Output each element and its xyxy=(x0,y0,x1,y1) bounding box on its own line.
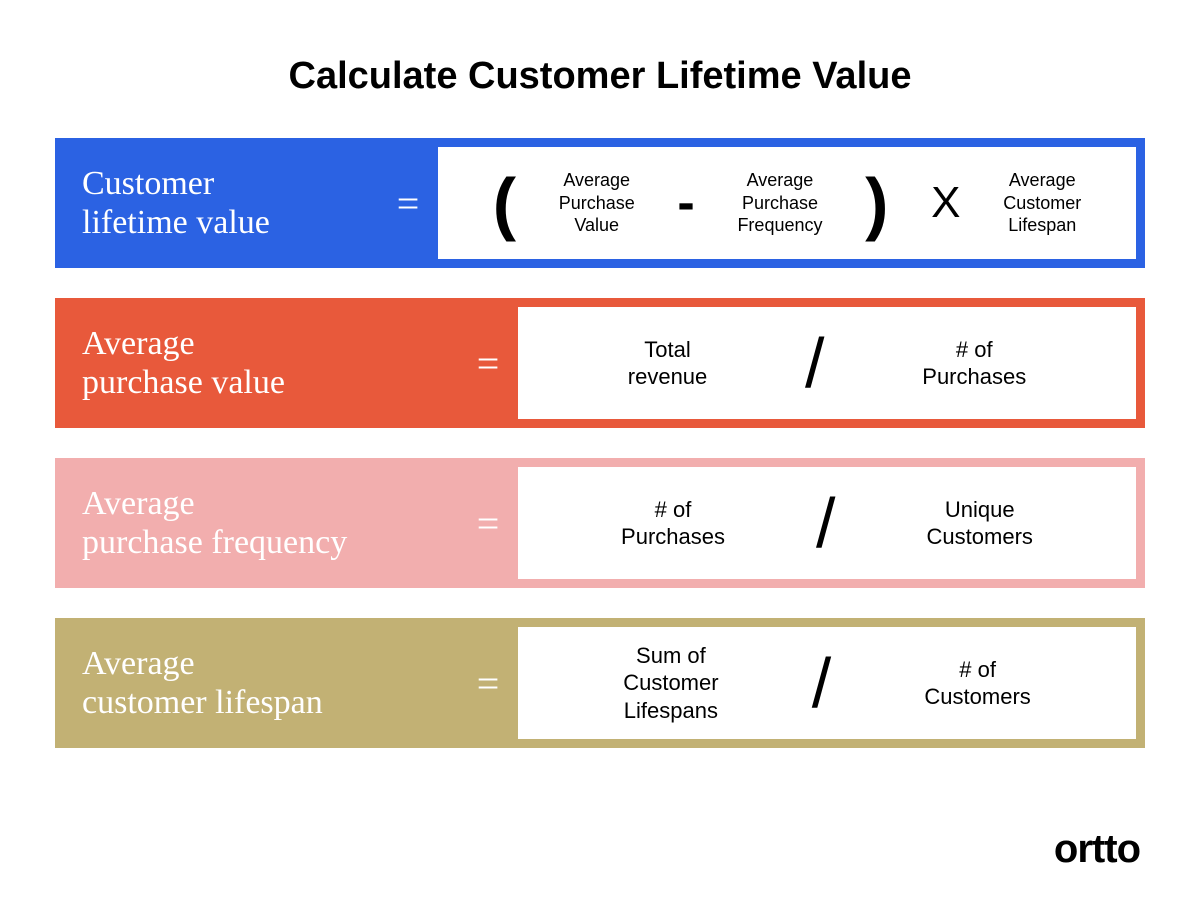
formula-term: # of Purchases xyxy=(922,336,1026,391)
formula-body: Total revenue / # of Purchases xyxy=(518,307,1136,419)
formula-term: Sum of Customer Lifespans xyxy=(623,642,718,725)
formula-term: Unique Customers xyxy=(927,496,1033,551)
formula-row-clv: Customer lifetime value= ( Average Purchas… xyxy=(55,138,1145,268)
operator: X xyxy=(931,181,960,225)
formula-term: Average Purchase Value xyxy=(559,169,635,237)
equals-sign: = xyxy=(378,141,438,265)
equals-sign: = xyxy=(458,461,518,585)
formula-body: ( Average Purchase Value-Average Purchase… xyxy=(438,147,1136,259)
paren: ) xyxy=(865,168,888,238)
operator: / xyxy=(816,488,835,558)
formula-row-acl: Average customer lifespan=Sum of Custome… xyxy=(55,618,1145,748)
paren: ( xyxy=(493,168,516,238)
equals-sign: = xyxy=(458,301,518,425)
formula-term: Average Purchase Frequency xyxy=(737,169,822,237)
formula-term: # of Purchases xyxy=(621,496,725,551)
formula-term: Average Customer Lifespan xyxy=(1003,169,1081,237)
formula-label: Average customer lifespan xyxy=(58,621,458,745)
formula-row-apf: Average purchase frequency=# of Purchase… xyxy=(55,458,1145,588)
operator: / xyxy=(812,648,831,718)
formula-list: Customer lifetime value=(Average Purchas… xyxy=(55,138,1145,748)
brand-logo: ortto xyxy=(1054,827,1140,872)
formula-term: # of Customers xyxy=(924,656,1030,711)
equals-sign: = xyxy=(458,621,518,745)
formula-row-apv: Average purchase value= Total revenue / # o… xyxy=(55,298,1145,428)
page-title: Calculate Customer Lifetime Value xyxy=(55,55,1145,98)
formula-body: Sum of Customer Lifespans / # of Customers xyxy=(518,627,1136,739)
formula-body: # of Purchases / Unique Customers xyxy=(518,467,1136,579)
formula-label: Average purchase value xyxy=(58,301,458,425)
formula-label: Average purchase frequency xyxy=(58,461,458,585)
operator: - xyxy=(677,177,694,229)
operator: / xyxy=(805,328,824,398)
formula-label: Customer lifetime value xyxy=(58,141,378,265)
formula-term: Total revenue xyxy=(628,336,708,391)
